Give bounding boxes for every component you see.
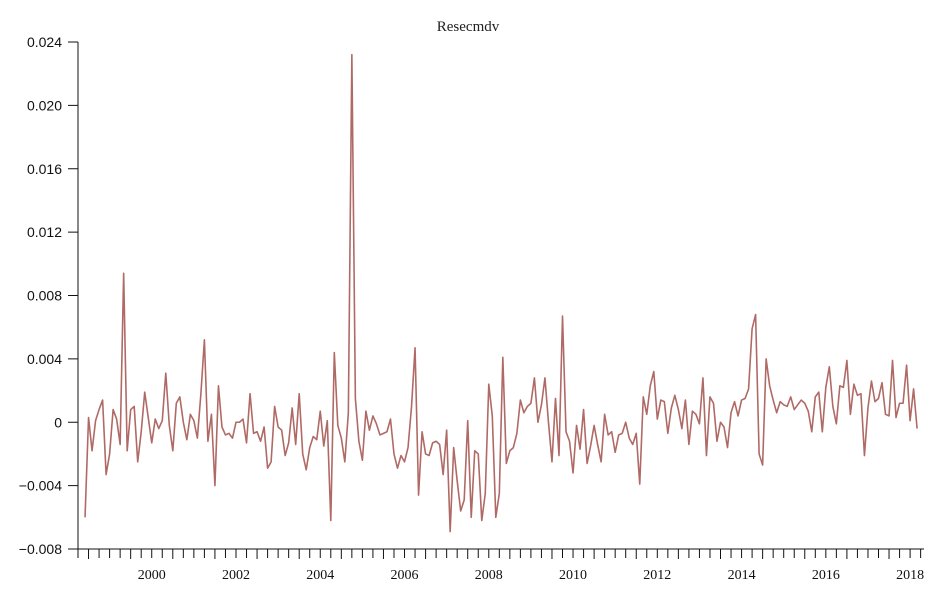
x-tick-label: 2018 [896, 568, 924, 583]
x-tick-label: 2000 [138, 568, 166, 583]
x-tick-label: 2016 [812, 568, 840, 583]
y-tick-label: 0.024 [27, 34, 62, 50]
y-tick-label: 0.016 [27, 161, 62, 177]
plot-area [84, 53, 918, 533]
y-axis: −0.008 −0.004 0 0.004 0.008 0.012 0.016 0.020 0.… [19, 34, 79, 557]
y-tick-label: 0.012 [27, 224, 62, 240]
x-axis: 2000 2002 2004 2006 2008 2010 2012 2014 2016 2018 [77, 548, 924, 583]
y-tick-label: −0.004 [19, 478, 62, 494]
y-tick-label: −0.008 [19, 541, 62, 557]
x-tick-label: 2002 [222, 568, 250, 583]
y-tick-label: 0 [54, 414, 62, 430]
x-tick-label: 2004 [306, 568, 334, 583]
x-tick-label: 2010 [559, 568, 587, 583]
series-line-0 [84, 53, 918, 533]
x-tick-label: 2014 [728, 568, 756, 583]
x-tick-label: 2008 [475, 568, 503, 583]
y-tick-label: 0.004 [27, 351, 62, 367]
x-tick-label: 2012 [643, 568, 671, 583]
chart-title: Resecmdv [437, 19, 500, 35]
x-tick-label: 2006 [391, 568, 419, 583]
y-tick-label: 0.020 [27, 97, 62, 113]
y-tick-label: 0.008 [27, 288, 62, 304]
